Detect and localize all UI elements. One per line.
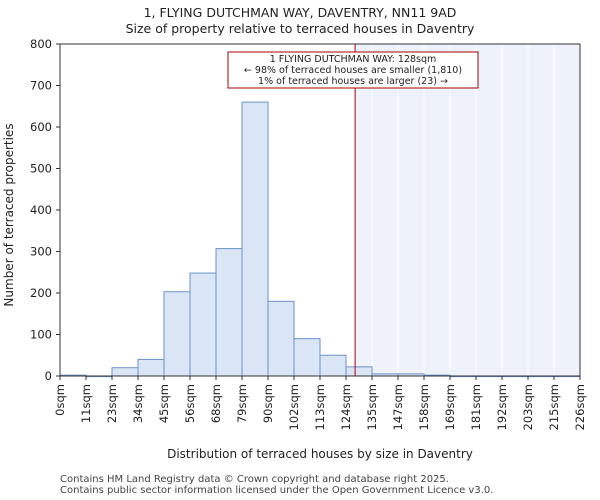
x-tick-label: 11sqm	[79, 384, 93, 423]
x-tick-label: 203sqm	[521, 384, 535, 430]
chart-subtitle: Size of property relative to terraced ho…	[126, 21, 475, 36]
x-tick-label: 45sqm	[157, 384, 171, 423]
x-tick-label: 181sqm	[469, 384, 483, 430]
x-tick-label: 79sqm	[235, 384, 249, 423]
larger-properties-shade	[355, 44, 580, 376]
y-axis: 0 100 200 300 400 500 600 700 800	[30, 37, 60, 383]
chart-title: 1, FLYING DUTCHMAN WAY, DAVENTRY, NN11 9…	[144, 5, 457, 20]
bar-102sqm	[293, 338, 321, 377]
x-tick-label: 68sqm	[209, 384, 223, 423]
bar-45sqm	[163, 291, 191, 377]
x-axis-label: Distribution of terraced houses by size …	[167, 447, 473, 461]
x-tick-label: 124sqm	[339, 384, 353, 430]
y-axis-label: Number of terraced properties	[2, 123, 16, 306]
x-tick-label: 0sqm	[53, 384, 67, 416]
y-tick-label: 600	[30, 120, 52, 134]
bar-68sqm	[215, 248, 243, 377]
bar-23sqm	[111, 367, 139, 377]
x-tick-label: 135sqm	[365, 384, 379, 430]
x-tick-label: 23sqm	[105, 384, 119, 423]
y-tick-label: 400	[30, 203, 52, 217]
bar-34sqm	[137, 358, 165, 377]
x-tick-label: 169sqm	[443, 384, 457, 430]
x-tick-label: 147sqm	[391, 384, 405, 430]
footer-licence: Contains public sector information licen…	[60, 485, 494, 496]
annotation-line-1: 1 FLYING DUTCHMAN WAY: 128sqm	[270, 54, 437, 65]
bar-124sqm	[345, 366, 373, 377]
x-tick-label: 158sqm	[417, 384, 431, 430]
footer-copyright: Contains HM Land Registry data © Crown c…	[60, 474, 449, 485]
annotation-box: 1 FLYING DUTCHMAN WAY: 128sqm ← 98% of t…	[227, 51, 479, 89]
plot-area: 0 100 200 300 400 500 600 700 800 0sqm 11sqm 23sqm…	[30, 37, 587, 430]
x-tick-label: 215sqm	[547, 384, 561, 430]
x-tick-label: 34sqm	[131, 384, 145, 423]
x-tick-label: 56sqm	[183, 384, 197, 423]
y-tick-label: 100	[30, 328, 52, 342]
bar-113sqm	[319, 354, 347, 377]
annotation-line-3: 1% of terraced houses are larger (23) →	[258, 76, 448, 87]
x-tick-label: 192sqm	[495, 384, 509, 430]
x-tick-label: 226sqm	[573, 384, 587, 430]
y-tick-label: 200	[30, 286, 52, 300]
bar-56sqm	[189, 272, 217, 377]
y-tick-label: 800	[30, 37, 52, 51]
y-tick-label: 500	[30, 162, 52, 176]
y-tick-label: 300	[30, 245, 52, 259]
bars-group	[59, 44, 581, 378]
x-axis: 0sqm 11sqm 23sqm 34sqm 45sqm 56sqm 68sqm 79sqm 9…	[53, 376, 587, 430]
x-tick-label: 113sqm	[313, 384, 327, 430]
bar-79sqm	[241, 101, 269, 377]
x-tick-label: 102sqm	[287, 384, 301, 430]
y-tick-label: 700	[30, 79, 52, 93]
bar-90sqm	[267, 300, 295, 377]
y-tick-label: 0	[45, 369, 52, 383]
annotation-line-2: ← 98% of terraced houses are smaller (1,…	[244, 65, 462, 76]
x-tick-label: 90sqm	[261, 384, 275, 423]
